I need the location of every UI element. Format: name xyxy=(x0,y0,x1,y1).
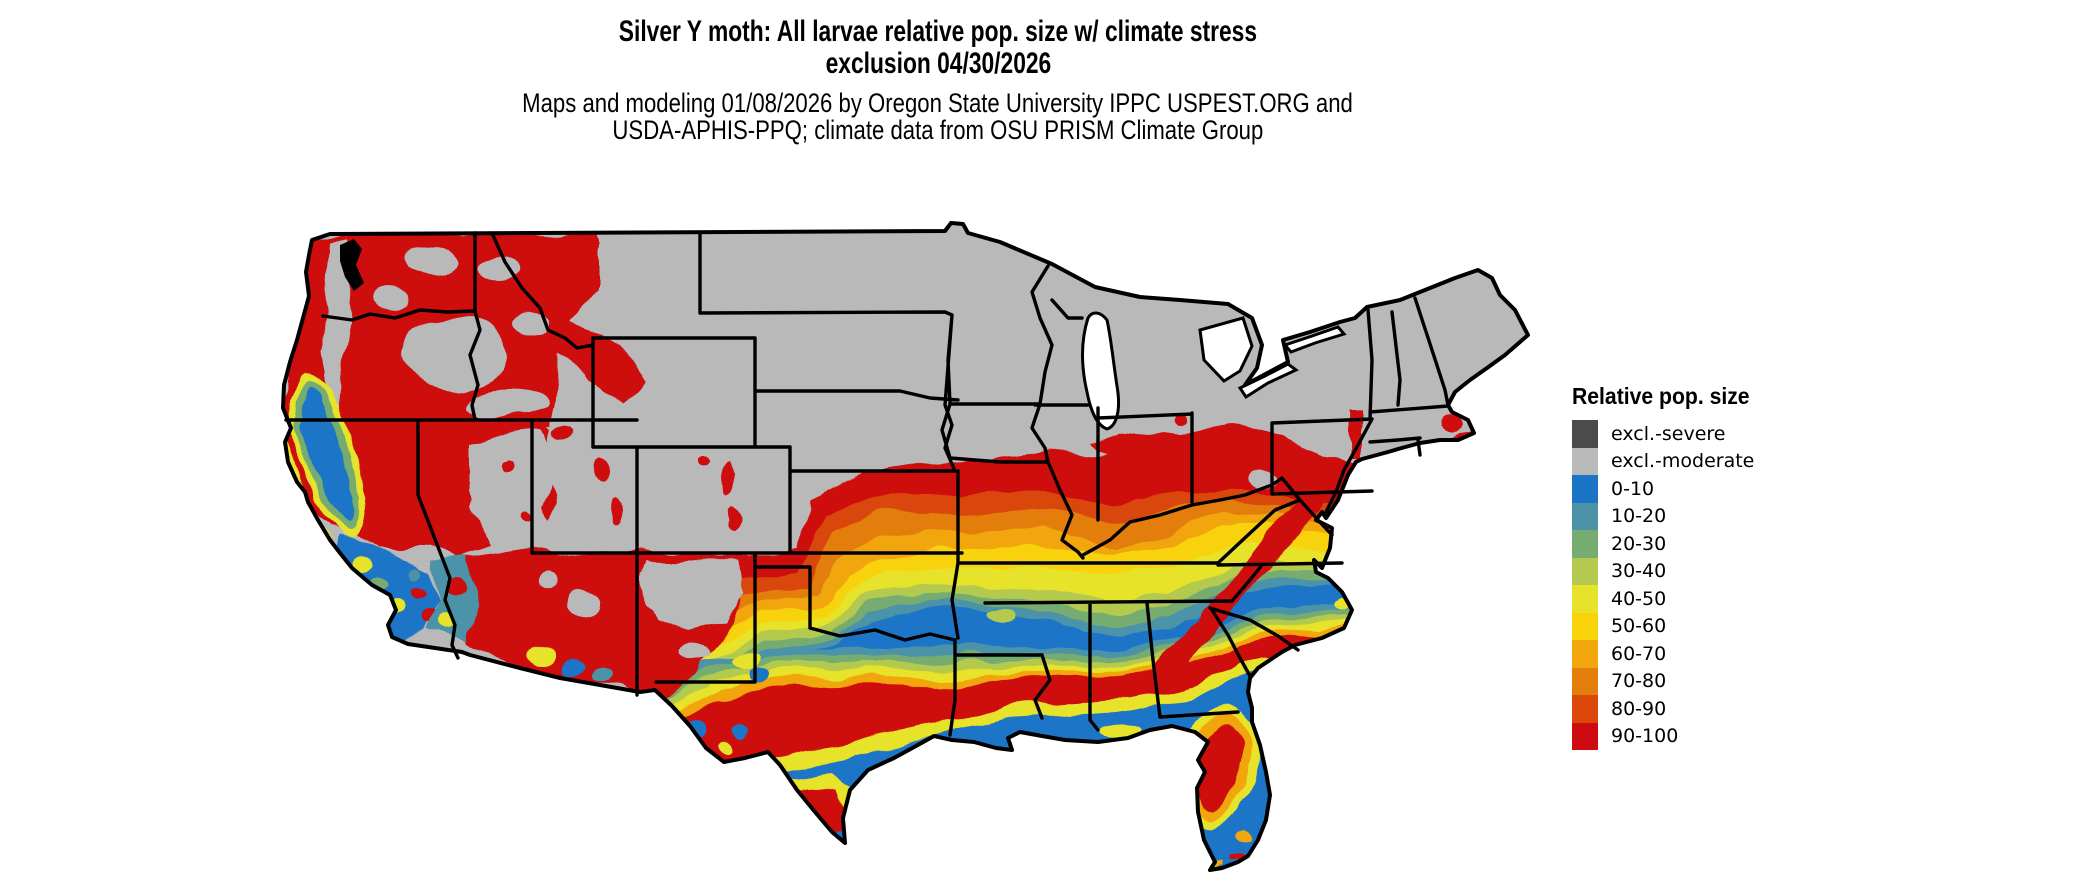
region-s-michigan-red xyxy=(1090,428,1192,455)
legend-label: excl.-severe xyxy=(1611,422,1726,445)
legend-row: excl.-severe xyxy=(1572,420,1892,448)
region-az-gray2 xyxy=(540,572,560,588)
legend-row: 0-10 xyxy=(1572,475,1892,503)
region-great-basin-gray xyxy=(470,430,560,560)
region-channel-island1 xyxy=(358,637,366,645)
map-subtitle-line2: USDA-APHIS-PPQ; climate data from OSU PR… xyxy=(612,115,1264,145)
legend-row: excl.-moderate xyxy=(1572,447,1892,475)
lake-michigan xyxy=(1081,311,1121,431)
legend-row: 70-80 xyxy=(1572,667,1892,695)
region-wtx-blue2 xyxy=(737,722,753,738)
region-ozark-patch xyxy=(991,610,1019,626)
region-mi-spot xyxy=(1169,416,1181,428)
legend-swatch-90-100 xyxy=(1572,722,1598,750)
region-id-gray1 xyxy=(477,255,517,281)
legend-row: 50-60 xyxy=(1572,612,1892,640)
legend-row: 30-40 xyxy=(1572,557,1892,585)
region-az-south-blue xyxy=(559,659,585,677)
region-co-range2 xyxy=(731,504,743,532)
region-wv-highlands-gray xyxy=(1248,468,1276,488)
region-snake-plain-gray xyxy=(470,388,546,416)
region-channel-island2 xyxy=(374,644,382,652)
us-map xyxy=(226,161,1572,892)
state-borders xyxy=(284,231,1450,737)
region-fl-okeechobee-orange xyxy=(1241,831,1255,845)
region-co-range1 xyxy=(718,462,732,494)
legend-label: 60-70 xyxy=(1611,642,1667,665)
region-co-range3 xyxy=(696,456,708,468)
legend-label: 10-20 xyxy=(1611,505,1667,528)
region-nm-gray-south xyxy=(679,646,711,664)
region-socal-red1 xyxy=(411,585,425,599)
region-az-south-yellow xyxy=(526,643,554,661)
legend-row: 90-100 xyxy=(1572,722,1892,750)
lake-ontario xyxy=(1282,325,1347,354)
legend-label: 0-10 xyxy=(1611,477,1655,500)
puget-sound xyxy=(340,239,364,291)
legend-swatch-60-70 xyxy=(1572,640,1598,668)
conus-outline xyxy=(281,221,1530,872)
region-socal-teal xyxy=(409,566,421,578)
region-uinta-high xyxy=(550,425,574,439)
map-legend: Relative pop. size excl.-severe excl.-mo… xyxy=(1572,383,1892,750)
region-valley-blue-core xyxy=(302,391,354,525)
legend-swatch-20-30 xyxy=(1572,530,1598,558)
region-nm-se-yellow xyxy=(734,652,762,672)
us-map-svg xyxy=(281,221,1530,872)
region-az-south-teal xyxy=(592,671,612,685)
legend-row: 40-50 xyxy=(1572,585,1892,613)
legend-label: 80-90 xyxy=(1611,697,1667,720)
region-wtx-yellow xyxy=(718,738,732,752)
region-wa-gray2 xyxy=(376,290,410,310)
legend-swatch-10-20 xyxy=(1572,502,1598,530)
legend-label: 40-50 xyxy=(1611,587,1667,610)
region-hudson-valley-red xyxy=(1350,408,1362,463)
map-title: Silver Y moth: All larvae relative pop. … xyxy=(238,16,1638,80)
map-raster xyxy=(283,223,1528,870)
region-cascades-gray xyxy=(322,240,350,420)
region-az-mogollon-gray xyxy=(567,588,603,612)
region-wa-gray1 xyxy=(402,247,458,277)
region-id-gray2 xyxy=(514,310,550,334)
region-ne-oregon-gray xyxy=(405,316,505,388)
map-subtitle-line1: Maps and modeling 01/08/2026 by Oregon S… xyxy=(522,88,1354,118)
legend-title: Relative pop. size xyxy=(1572,383,1750,409)
legend-label: excl.-moderate xyxy=(1611,450,1755,473)
legend-row: 80-90 xyxy=(1572,695,1892,723)
legend-swatch-0-10 xyxy=(1572,475,1598,503)
legend-swatch-50-60 xyxy=(1572,612,1598,640)
legend-label: 70-80 xyxy=(1611,670,1667,693)
region-wasatch-high1 xyxy=(592,457,608,487)
region-socal-yellow1 xyxy=(351,553,373,571)
map-subtitle: Maps and modeling 01/08/2026 by Oregon S… xyxy=(238,90,1638,144)
region-nm-gray-center xyxy=(642,558,745,632)
legend-swatch-excl-severe xyxy=(1572,420,1598,448)
great-lakes xyxy=(1081,311,1347,431)
region-nv-range1 xyxy=(499,464,511,476)
legend-label: 20-30 xyxy=(1611,532,1667,555)
legend-swatch-80-90 xyxy=(1572,695,1598,723)
legend-row: 60-70 xyxy=(1572,640,1892,668)
legend-swatch-30-40 xyxy=(1572,557,1598,585)
legend-swatch-excl-moderate xyxy=(1572,447,1598,475)
region-wasatch-high2 xyxy=(606,499,620,525)
legend-swatch-70-80 xyxy=(1572,667,1598,695)
legend-row: 20-30 xyxy=(1572,530,1892,558)
region-stx-rio-grande-red xyxy=(795,788,850,838)
legend-label: 90-100 xyxy=(1611,725,1679,748)
legend-row: 10-20 xyxy=(1572,502,1892,530)
legend-label: 30-40 xyxy=(1611,560,1667,583)
region-appalachian-ridge xyxy=(1152,478,1330,678)
legend-label: 50-60 xyxy=(1611,615,1667,638)
lake-huron xyxy=(1198,316,1254,383)
map-title-line1: Silver Y moth: All larvae relative pop. … xyxy=(618,15,1258,48)
map-title-line2: exclusion 04/30/2026 xyxy=(825,47,1051,80)
legend-swatch-40-50 xyxy=(1572,585,1598,613)
